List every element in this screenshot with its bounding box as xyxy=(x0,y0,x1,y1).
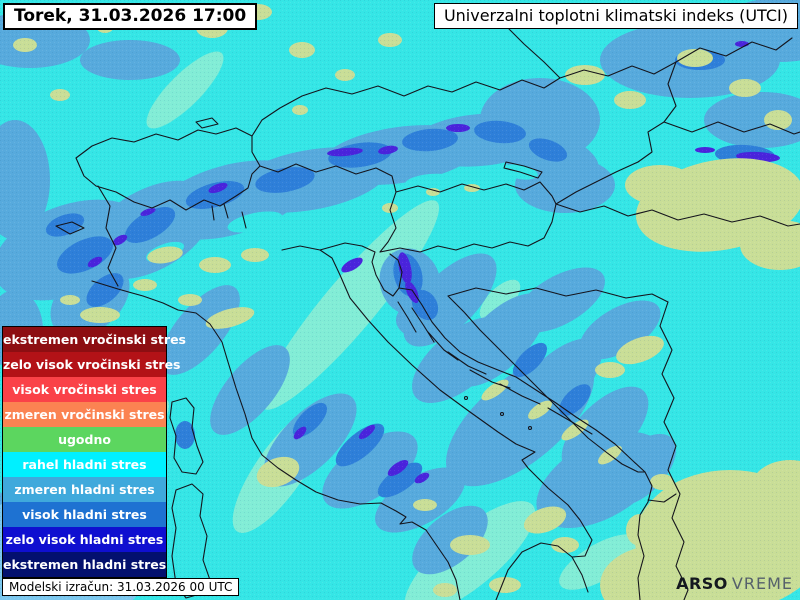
model-run-box: Modelski izračun: 31.03.2026 00 UTC xyxy=(2,578,240,596)
legend-item: ugodno xyxy=(3,427,166,452)
legend-item: zmeren hladni stres xyxy=(3,477,166,502)
legend-item: zelo visok hladni stres xyxy=(3,527,166,552)
legend-item: zmeren vročinski stres xyxy=(3,402,166,427)
map-title-box: Univerzalni toplotni klimatski indeks (U… xyxy=(433,3,798,29)
model-run-label: Modelski izračun: 31.03.2026 00 UTC xyxy=(9,580,233,594)
brand-vreme: VREME xyxy=(731,574,793,593)
utci-legend: ekstremen vročinski stres zelo visok vro… xyxy=(2,326,186,578)
legend-item: visok hladni stres xyxy=(3,502,166,527)
legend-item: ekstremen vročinski stres xyxy=(3,327,186,352)
brand-logo: ARSO VREME xyxy=(676,574,793,593)
map-title: Univerzalni toplotni klimatski indeks (U… xyxy=(443,6,788,25)
datetime-box: Torek, 31.03.2026 17:00 xyxy=(3,3,258,30)
datetime-label: Torek, 31.03.2026 17:00 xyxy=(14,6,247,26)
borders-coastlines xyxy=(55,27,800,600)
legend-item: rahel hladni stres xyxy=(3,452,166,477)
legend-item: ekstremen hladni stres xyxy=(3,552,166,577)
brand-arso: ARSO xyxy=(676,574,728,593)
legend-item: zelo visok vročinski stres xyxy=(3,352,180,377)
legend-item: visok vročinski stres xyxy=(3,377,166,402)
